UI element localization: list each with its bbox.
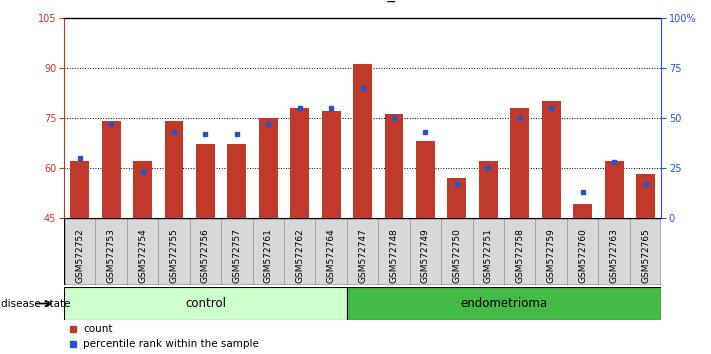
Bar	[252, 218, 284, 285]
Bar	[473, 218, 504, 285]
Bar	[259, 118, 278, 218]
Text: GSM572750: GSM572750	[452, 228, 461, 283]
Text: GSM572756: GSM572756	[201, 228, 210, 283]
Bar	[416, 141, 435, 218]
Bar	[228, 144, 246, 218]
Bar	[510, 108, 529, 218]
Bar	[442, 218, 473, 285]
Bar	[290, 108, 309, 218]
Bar	[221, 218, 252, 285]
Text: GSM572755: GSM572755	[169, 228, 178, 283]
Bar	[504, 218, 535, 285]
Bar	[573, 204, 592, 218]
Bar	[447, 178, 466, 218]
Text: GSM572758: GSM572758	[515, 228, 524, 283]
Text: GSM572759: GSM572759	[547, 228, 556, 283]
Bar	[316, 218, 347, 285]
Bar	[127, 218, 159, 285]
Bar	[284, 218, 316, 285]
Bar	[102, 121, 121, 218]
Text: disease state: disease state	[1, 298, 70, 309]
Bar	[410, 218, 442, 285]
Bar	[190, 218, 221, 285]
Text: GSM572763: GSM572763	[609, 228, 619, 283]
Bar	[385, 114, 403, 218]
Text: endometrioma: endometrioma	[461, 297, 547, 310]
Text: percentile rank within the sample: percentile rank within the sample	[83, 339, 259, 349]
Text: GSM572748: GSM572748	[390, 228, 399, 282]
Text: GSM572760: GSM572760	[578, 228, 587, 283]
Bar	[133, 161, 152, 218]
Bar	[70, 161, 89, 218]
Text: GSM572751: GSM572751	[484, 228, 493, 283]
Text: GSM572753: GSM572753	[107, 228, 116, 283]
Bar	[535, 218, 567, 285]
Bar	[353, 64, 372, 218]
Text: GSM572752: GSM572752	[75, 228, 84, 282]
Bar	[347, 218, 378, 285]
Bar	[567, 218, 599, 285]
Text: GSM572747: GSM572747	[358, 228, 367, 282]
Bar	[164, 121, 183, 218]
Bar	[378, 218, 410, 285]
Text: GSM572764: GSM572764	[326, 228, 336, 282]
Bar	[322, 111, 341, 218]
Bar	[347, 287, 661, 320]
Text: GSM572762: GSM572762	[295, 228, 304, 282]
Bar	[542, 101, 561, 218]
Bar	[159, 218, 190, 285]
Bar	[599, 218, 630, 285]
Text: GSM572754: GSM572754	[138, 228, 147, 282]
Bar	[636, 175, 655, 218]
Bar	[479, 161, 498, 218]
Text: GDS3975 / ILMN_1846508: GDS3975 / ILMN_1846508	[263, 0, 462, 2]
Text: control: control	[185, 297, 226, 310]
Bar	[630, 218, 661, 285]
Text: count: count	[83, 324, 112, 334]
Bar	[64, 218, 95, 285]
Bar	[64, 287, 347, 320]
Bar	[604, 161, 624, 218]
Bar	[95, 218, 127, 285]
Text: GSM572765: GSM572765	[641, 228, 650, 283]
Bar	[196, 144, 215, 218]
Text: GSM572761: GSM572761	[264, 228, 273, 283]
Text: GSM572757: GSM572757	[232, 228, 241, 283]
Text: GSM572749: GSM572749	[421, 228, 430, 282]
